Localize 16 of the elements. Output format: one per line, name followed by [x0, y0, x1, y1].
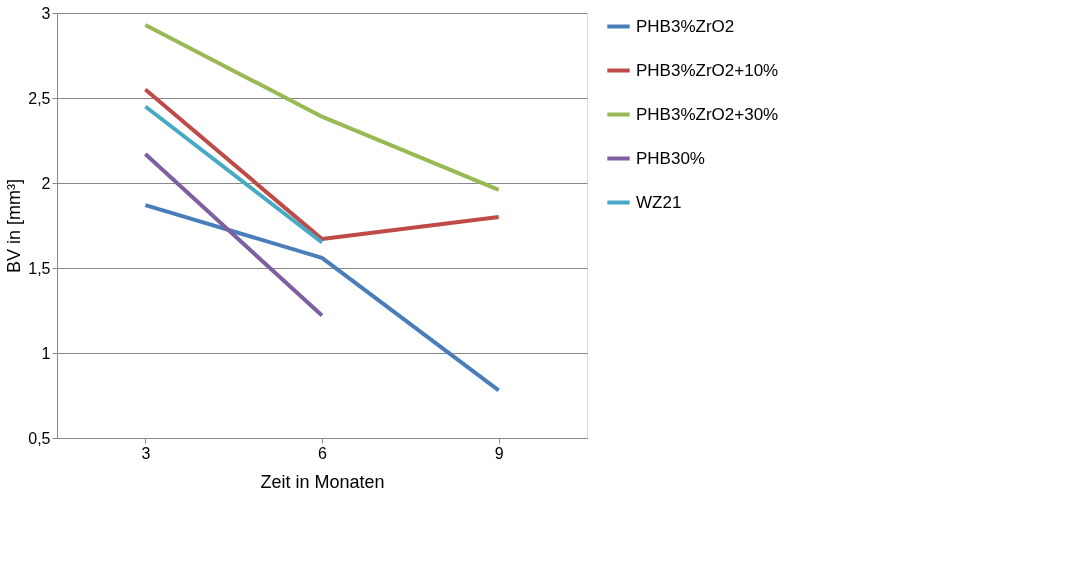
y-axis-title: BV in [mm³] [4, 178, 25, 274]
y-tick-label: 0,5 [28, 429, 51, 447]
x-tick-label: 3 [141, 444, 151, 462]
y-tick-label: 3 [41, 4, 51, 22]
x-axis-title: Zeit in Monaten [260, 471, 385, 492]
legend-label: PHB30% [636, 148, 705, 168]
y-tick-label: 2 [41, 174, 51, 192]
x-tick-label: 9 [494, 444, 504, 462]
y-tick-label: 1,5 [28, 259, 51, 277]
legend-label: PHB3%ZrO2+10% [636, 60, 779, 80]
legend-label: WZ21 [636, 192, 682, 212]
y-tick-label: 1 [41, 344, 51, 362]
x-tick-label: 6 [318, 444, 328, 462]
y-tick-label: 2,5 [28, 89, 51, 107]
legend-label: PHB3%ZrO2 [636, 16, 735, 36]
legend-label: PHB3%ZrO2+30% [636, 104, 779, 124]
